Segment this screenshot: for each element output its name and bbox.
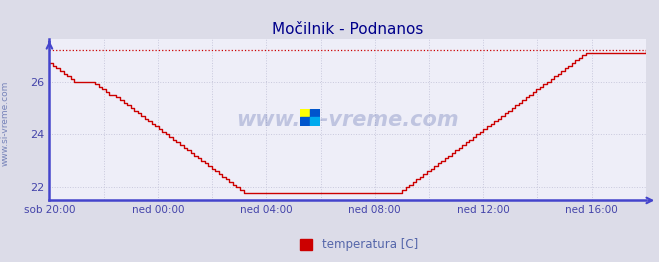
Bar [310, 117, 320, 126]
Bar [310, 109, 320, 117]
Legend: temperatura [C]: temperatura [C] [296, 234, 422, 256]
Title: Močilnik - Podnanos: Močilnik - Podnanos [272, 22, 423, 37]
Bar [300, 117, 310, 126]
Text: www.si-vreme.com: www.si-vreme.com [237, 110, 459, 130]
Bar [300, 109, 310, 117]
Text: www.si-vreme.com: www.si-vreme.com [1, 80, 10, 166]
